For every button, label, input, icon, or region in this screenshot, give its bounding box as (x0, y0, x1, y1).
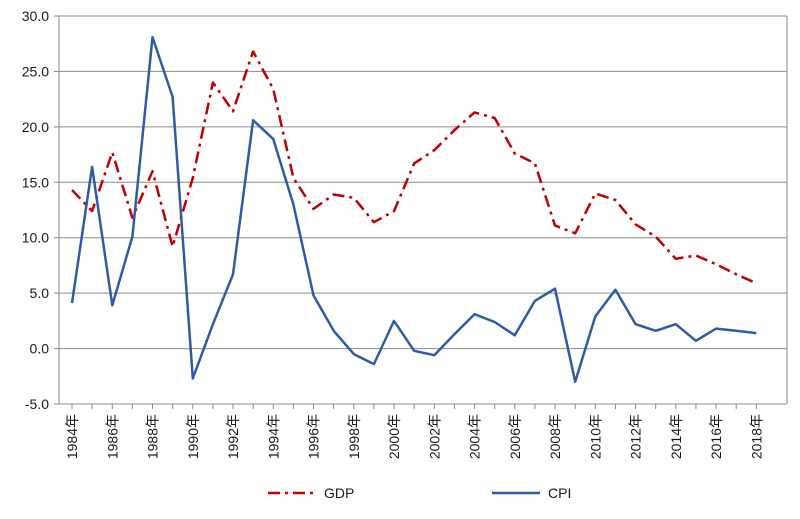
legend-label-gdp: GDP (324, 485, 354, 501)
series-lines (70, 35, 757, 384)
series-line-cpi (70, 35, 757, 384)
y-tick-label: 20.0 (22, 119, 49, 135)
x-tick-label: 1988年 (145, 414, 161, 459)
x-tick-label: 1994年 (265, 414, 281, 459)
x-tick-label: 1986年 (104, 414, 120, 459)
x-tick-label: 1996年 (306, 414, 322, 459)
x-tick-label: 2018年 (748, 414, 764, 459)
x-tick-label: 1984年 (64, 414, 80, 459)
y-tick-label: 30.0 (22, 8, 49, 24)
x-tick-label: 2012年 (628, 414, 644, 459)
x-tick-label: 1990年 (185, 414, 201, 459)
y-tick-label: 25.0 (22, 63, 49, 79)
x-tick-label: 1998年 (346, 414, 362, 459)
y-tick-label: 10.0 (22, 230, 49, 246)
x-tick-label: 2000年 (386, 414, 402, 459)
x-tick-label: 2004年 (467, 414, 483, 459)
x-tick-label: 2006年 (507, 414, 523, 459)
legend-label-cpi: CPI (548, 485, 571, 501)
y-axis: -5.0 0.0 5.0 10.0 15.0 20.0 25.0 30.0 (22, 8, 59, 412)
x-tick-label: 2008年 (547, 414, 563, 459)
y-tick-label: -5.0 (25, 396, 49, 412)
x-tick-label: 2016年 (708, 414, 724, 459)
y-tick-label: 5.0 (30, 285, 50, 301)
legend: GDP CPI (268, 485, 571, 501)
x-tick-label: 2014年 (668, 414, 684, 459)
x-axis: 1984年 1986年 1988年 1990年 1992年 1994年 1996年 1998年… (64, 404, 764, 459)
y-tick-label: 0.0 (30, 341, 50, 357)
x-tick-label: 2002年 (426, 414, 442, 459)
y-tick-label: 15.0 (22, 174, 49, 190)
gridlines (58, 15, 788, 405)
x-tick-label: 2010年 (587, 414, 603, 459)
series-line-gdp (71, 50, 757, 285)
x-tick-label: 1992年 (225, 414, 241, 459)
